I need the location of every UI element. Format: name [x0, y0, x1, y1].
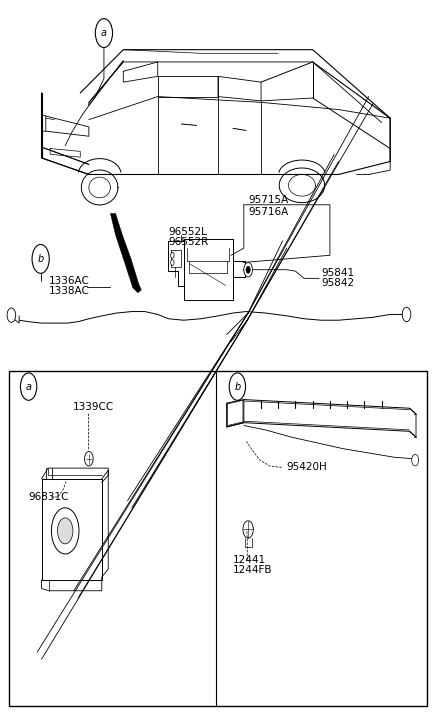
Circle shape [170, 260, 174, 265]
Circle shape [95, 19, 112, 47]
Circle shape [402, 308, 411, 321]
Circle shape [20, 373, 37, 401]
Bar [9, 371, 427, 706]
Text: 1338AC: 1338AC [49, 286, 90, 297]
Text: 1336AC: 1336AC [49, 276, 90, 286]
Circle shape [51, 507, 79, 554]
Text: 96552L: 96552L [168, 228, 208, 237]
Circle shape [85, 451, 93, 466]
Circle shape [58, 518, 73, 544]
Text: a: a [26, 382, 31, 392]
Text: 1244FB: 1244FB [233, 565, 272, 575]
Text: a: a [101, 28, 107, 38]
Text: 95841: 95841 [321, 268, 354, 278]
Text: 1339CC: 1339CC [72, 402, 114, 411]
Circle shape [244, 262, 252, 277]
Text: 95715A: 95715A [248, 196, 288, 206]
Circle shape [229, 373, 245, 401]
Circle shape [32, 244, 49, 273]
Text: 96552R: 96552R [168, 237, 209, 247]
Circle shape [243, 521, 253, 538]
Circle shape [246, 266, 250, 273]
Text: b: b [37, 254, 44, 264]
Circle shape [7, 308, 16, 322]
Text: 96831C: 96831C [29, 492, 69, 502]
Circle shape [412, 454, 419, 466]
Text: b: b [234, 382, 241, 392]
Text: 95842: 95842 [321, 278, 354, 289]
Text: 95716A: 95716A [248, 207, 288, 217]
Circle shape [170, 252, 174, 258]
Polygon shape [110, 214, 141, 293]
Text: 95420H: 95420H [287, 462, 327, 473]
Text: 12441: 12441 [233, 555, 266, 565]
